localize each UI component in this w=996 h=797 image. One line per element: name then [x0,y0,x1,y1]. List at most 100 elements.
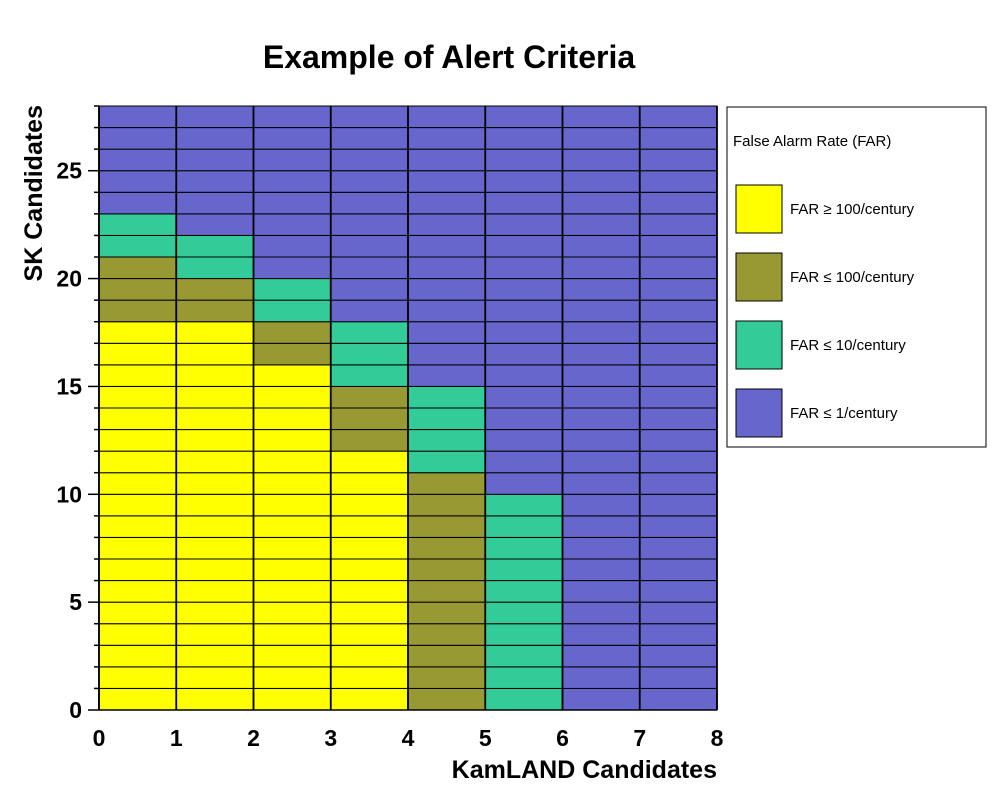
heatmap-cell [639,213,718,236]
heatmap-cell [98,472,177,495]
heatmap-cell [639,644,718,668]
heatmap-cell [407,278,486,301]
heatmap-cell [98,666,177,689]
heatmap-cell [330,515,409,538]
heatmap-cell [562,385,641,409]
heatmap-cell [253,278,332,301]
heatmap-cell [175,213,254,236]
heatmap-cell [639,515,718,538]
heatmap-cell [330,558,409,582]
heatmap-cell [175,601,254,625]
heatmap-cell [407,105,486,129]
heatmap-cell [330,472,409,495]
heatmap-cell [407,148,486,172]
heatmap-cells [98,105,718,711]
heatmap-cell [484,278,563,301]
heatmap-cell [175,450,254,474]
heatmap-cell [98,385,177,409]
heatmap-cell [407,342,486,366]
heatmap-cell [562,364,641,387]
heatmap-cell [562,666,641,689]
heatmap-cell [98,558,177,582]
heatmap-cell [562,148,641,172]
heatmap-cell [562,687,641,711]
legend-label: FAR ≤ 1/century [790,405,898,422]
heatmap-cell [175,278,254,301]
heatmap-cell [330,493,409,517]
heatmap-cell [639,234,718,258]
heatmap-cell [407,364,486,387]
x-tick-label: 8 [711,725,724,751]
heatmap-cell [253,644,332,668]
heatmap-cell [639,407,718,431]
heatmap-cell [175,580,254,603]
heatmap-cell [175,558,254,582]
heatmap-cell [253,558,332,582]
heatmap-cell [253,105,332,129]
heatmap-cell [330,601,409,625]
y-tick-label: 25 [56,158,82,184]
heatmap-cell [562,558,641,582]
heatmap-cell [175,687,254,711]
x-tick-label: 7 [633,725,646,751]
heatmap-cell [175,170,254,193]
heatmap-cell [330,666,409,689]
heatmap-cell [175,105,254,129]
heatmap-cell [407,472,486,495]
heatmap-cell [639,170,718,193]
heatmap-cell [562,493,641,517]
heatmap-cell [253,234,332,258]
legend-label: FAR ≤ 10/century [790,337,906,354]
heatmap-cell [484,256,563,280]
heatmap-cell [484,105,563,129]
heatmap-cell [98,515,177,538]
heatmap-cell [98,364,177,387]
heatmap-cell [562,644,641,668]
heatmap-cell [175,385,254,409]
heatmap-cell [175,644,254,668]
heatmap-cell [330,148,409,172]
heatmap-cell [639,493,718,517]
heatmap-cell [484,170,563,193]
heatmap-cell [562,623,641,646]
heatmap-cell [484,148,563,172]
heatmap-cell [484,127,563,150]
axes: 0 1 2 3 4 5 6 7 8 0 5 10 15 20 25 [56,105,724,751]
heatmap-cell [253,213,332,236]
heatmap-cell [562,472,641,495]
heatmap-cell [175,321,254,344]
heatmap-cell [639,127,718,150]
heatmap-cell [407,299,486,323]
heatmap-cell [253,623,332,646]
heatmap-cell [407,687,486,711]
chart-title: Example of Alert Criteria [263,39,635,75]
x-tick-label: 2 [247,725,260,751]
heatmap-cell [330,623,409,646]
heatmap-cell [639,299,718,323]
heatmap-cell [98,191,177,215]
x-tick-label: 3 [324,725,337,751]
heatmap-cell [330,170,409,193]
heatmap-cell [484,536,563,560]
legend-swatch [735,252,783,302]
heatmap-cell [98,234,177,258]
heatmap-cell [253,450,332,474]
heatmap-cell [484,623,563,646]
heatmap-cell [407,623,486,646]
heatmap-cell [253,472,332,495]
x-tick-label: 1 [170,725,183,751]
heatmap-cell [330,256,409,280]
heatmap-cell [330,321,409,344]
heatmap-cell [175,493,254,517]
heatmap-cell [253,127,332,150]
x-axis-label: KamLAND Candidates [452,756,717,784]
heatmap-cell [98,321,177,344]
heatmap-cell [330,580,409,603]
heatmap-cell [407,515,486,538]
heatmap-cell [330,213,409,236]
heatmap-cell [562,105,641,129]
heatmap-cell [407,580,486,603]
x-tick-label: 6 [556,725,569,751]
heatmap-cell [175,407,254,431]
heatmap-cell [253,256,332,280]
